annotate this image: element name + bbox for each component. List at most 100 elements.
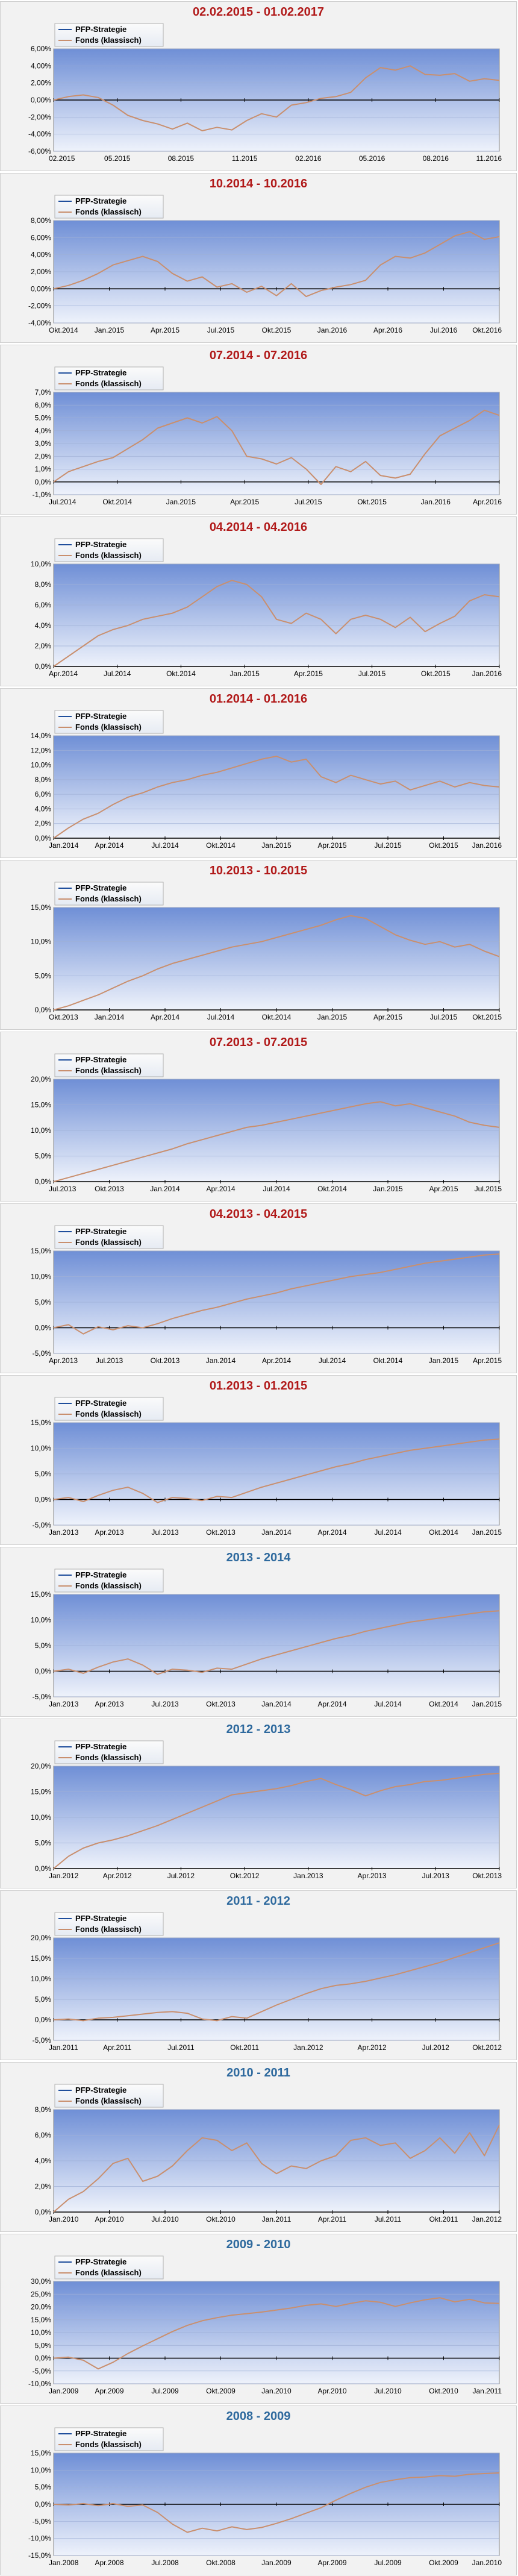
chart-title: 04.2013 - 04.2015 bbox=[209, 1208, 308, 1221]
x-tick-label: Jan.2015 bbox=[472, 1528, 502, 1537]
y-tick-label: 10,0% bbox=[31, 2466, 51, 2474]
x-tick-label: Jul.2015 bbox=[295, 498, 322, 506]
x-tick-label: Apr.2014 bbox=[317, 1528, 346, 1537]
y-tick-label: 10,0% bbox=[31, 938, 51, 946]
x-tick-label: Apr.2015 bbox=[473, 1356, 502, 1365]
series-line-fonds bbox=[53, 915, 500, 1011]
chart-plot-svg: 6,00%4,00%2,00%0,00%-2,00%-4,00%-6,00%02… bbox=[28, 23, 502, 163]
x-tick-label: Okt.2014 bbox=[317, 1185, 347, 1193]
x-tick-label: Jul.2015 bbox=[430, 1013, 458, 1021]
chart-plot-svg: 8,00%6,00%4,00%2,00%0,00%-2,00%-4,00%Okt… bbox=[28, 195, 502, 334]
x-tick-label: Jul.2013 bbox=[96, 1356, 123, 1365]
chart-panel: 2010 - 2011 8,0% 6,0% 4,0% 2,0% 0,0% Jan.2010 A… bbox=[0, 2062, 517, 2232]
x-tick-label: Okt.2014 bbox=[262, 1013, 292, 1021]
legend-label-strategy: PFP-Strategie bbox=[75, 1742, 126, 1751]
chart-panel: 07.2014 - 07.2016 7,0% 6,0% 5,0% 4,0% 3,0% 2,0… bbox=[0, 345, 517, 515]
legend-box bbox=[54, 23, 164, 47]
y-tick-label: 5,0% bbox=[35, 2341, 52, 2349]
y-tick-label: 0,0% bbox=[35, 662, 52, 671]
x-tick-label: Jan.2016 bbox=[472, 841, 502, 850]
series-line-fonds bbox=[53, 1253, 500, 1335]
y-tick-label: 20,0% bbox=[31, 2303, 51, 2311]
y-tick-label: 12,0% bbox=[31, 746, 51, 754]
chart-title: 2008 - 2009 bbox=[226, 2410, 291, 2423]
y-tick-label: -5,0% bbox=[33, 2367, 52, 2375]
chart-title: 01.2014 - 01.2016 bbox=[209, 692, 308, 706]
x-tick-label: Apr.2013 bbox=[95, 1528, 123, 1537]
legend-label-strategy: PFP-Strategie bbox=[75, 25, 126, 34]
y-tick-label: 8,0% bbox=[35, 580, 52, 589]
chart-panel: 01.2014 - 01.2016 14,0% 12,0% 10,0% 8,0% 6,0%… bbox=[0, 688, 517, 858]
x-tick-label: Apr.2013 bbox=[358, 1872, 387, 1880]
x-tick-label: Jul.2016 bbox=[430, 326, 458, 334]
y-tick-label: 5,0% bbox=[35, 1839, 52, 1847]
chart-plot-svg: 20,0% 15,0% 10,0% 5,0% 0,0%Jan.2012 Apr.2012 J… bbox=[31, 1740, 502, 1880]
x-tick-label: Jul.2014 bbox=[263, 1185, 290, 1193]
chart-title: 04.2014 - 04.2016 bbox=[209, 521, 308, 534]
chart-title: 01.2013 - 01.2015 bbox=[209, 1379, 308, 1393]
y-tick-label: 7,0% bbox=[35, 388, 52, 396]
y-tick-label: 2,00% bbox=[31, 268, 51, 276]
x-tick-label: Jan.2015 bbox=[317, 1013, 348, 1021]
chart-plot-svg: 20,0% 15,0% 10,0% 5,0% 0,0%Jul.2013 Okt.2013 J… bbox=[31, 1053, 502, 1193]
legend-label-strategy: PFP-Strategie bbox=[75, 1570, 126, 1579]
y-tick-label: 0,0% bbox=[35, 2500, 52, 2509]
y-tick-label: 5,0% bbox=[35, 971, 52, 980]
y-tick-label: -10,0% bbox=[28, 2380, 51, 2388]
chart-panel: 2013 - 2014 15,0% 10,0% 5,0% 0,0% -5,0% Jan.20… bbox=[0, 1547, 517, 1717]
series-line-fonds bbox=[53, 756, 500, 839]
y-tick-label: 10,0% bbox=[31, 2328, 51, 2337]
x-tick-label: Jan.2015 bbox=[373, 1185, 403, 1193]
chart-panel: 2012 - 2013 20,0% 15,0% 10,0% 5,0% 0,0% Jan.20… bbox=[0, 1719, 517, 1888]
y-tick-label: -4,00% bbox=[28, 130, 51, 139]
series-line-fonds bbox=[53, 1942, 500, 2022]
legend-label-fund: Fonds (klassisch) bbox=[75, 207, 142, 216]
chart-title: 2012 - 2013 bbox=[226, 1723, 291, 1736]
legend-label-strategy: PFP-Strategie bbox=[75, 1399, 126, 1408]
x-tick-label: Jan.2008 bbox=[49, 2559, 79, 2567]
x-tick-label: Jan.2009 bbox=[49, 2387, 79, 2395]
x-tick-label: Apr.2015 bbox=[373, 1013, 402, 1021]
series-line-fonds bbox=[53, 65, 500, 131]
x-tick-label: Jul.2015 bbox=[475, 1185, 502, 1193]
x-tick-label: 08.2015 bbox=[168, 154, 195, 163]
chart-title: 2013 - 2014 bbox=[226, 1551, 291, 1564]
x-tick-label: Okt.2014 bbox=[429, 1528, 458, 1537]
x-tick-label: Jan.2013 bbox=[293, 1872, 323, 1880]
y-tick-label: 15,0% bbox=[31, 903, 51, 912]
legend-label-fund: Fonds (klassisch) bbox=[75, 1925, 142, 1934]
y-tick-label: -6,00% bbox=[28, 147, 51, 155]
y-tick-label: 5,0% bbox=[35, 1152, 52, 1161]
y-tick-label: -5,0% bbox=[33, 1521, 52, 1529]
y-tick-label: 15,0% bbox=[31, 2316, 51, 2324]
y-tick-label: 2,0% bbox=[35, 452, 52, 460]
x-tick-label: Okt.2013 bbox=[472, 1872, 502, 1880]
x-tick-label: Apr.2014 bbox=[206, 1185, 235, 1193]
legend-label-fund: Fonds (klassisch) bbox=[75, 1066, 142, 1075]
chart-title: 2011 - 2012 bbox=[226, 1894, 290, 1908]
y-tick-label: 6,0% bbox=[35, 601, 52, 609]
y-tick-label: 15,0% bbox=[31, 1418, 51, 1427]
x-tick-label: Apr.2015 bbox=[294, 669, 323, 678]
x-tick-label: Jan.2011 bbox=[473, 2387, 502, 2395]
x-tick-label: Apr.2015 bbox=[429, 1185, 458, 1193]
y-tick-label: 0,00% bbox=[31, 96, 51, 104]
chart-panel: 10.2014 - 10.2016 8,00% 6,00% 4,00% 2,00% 0,0… bbox=[0, 173, 517, 343]
y-tick-label: 15,0% bbox=[31, 1247, 51, 1255]
x-tick-label: Jan.2010 bbox=[261, 2387, 292, 2395]
x-tick-label: 11.2015 bbox=[232, 154, 258, 163]
chart-panel: 2011 - 2012 20,0% 15,0% 10,0% 5,0% 0,0% -5,0% J… bbox=[0, 1890, 517, 2060]
chart-title: 02.02.2015 - 01.02.2017 bbox=[193, 5, 324, 19]
x-tick-label: Jul.2014 bbox=[49, 498, 76, 506]
chart-panel: 01.2013 - 01.2015 15,0% 10,0% 5,0% 0,0% -5,0%… bbox=[0, 1375, 517, 1545]
y-tick-label: -15,0% bbox=[28, 2551, 51, 2560]
x-tick-label: Apr.2016 bbox=[473, 498, 502, 506]
x-tick-label: Jul.2010 bbox=[151, 2215, 179, 2223]
y-tick-label: 10,0% bbox=[31, 1813, 51, 1822]
legend-label-strategy: PFP-Strategie bbox=[75, 2086, 126, 2095]
